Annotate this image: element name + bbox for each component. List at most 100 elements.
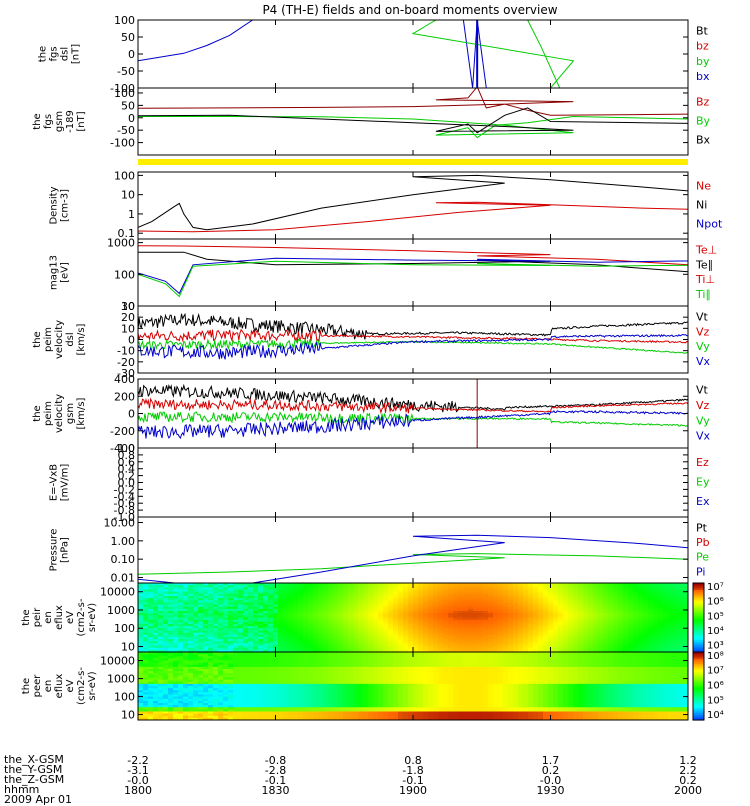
ylabel-line: the <box>38 46 49 62</box>
series-group <box>138 535 750 585</box>
legend-label: Pb <box>696 536 710 549</box>
legend-label: Pt <box>696 521 708 534</box>
ytick-label: 100 <box>114 169 135 182</box>
series-group <box>138 314 688 360</box>
ytick-label: 0.10 <box>111 553 136 566</box>
series-group <box>138 175 750 231</box>
panel-efield: 1.00.80.60.40.20.0-0.2-0.4-0.6-0.8-1.0E=… <box>49 442 710 524</box>
ylabel-line: dsl <box>60 47 71 61</box>
chart-title: P4 (TH-E) fields and on-board moments ov… <box>262 3 557 17</box>
legend-label: by <box>696 55 710 68</box>
panel-frame <box>138 88 688 155</box>
legend-label: Vy <box>696 414 710 427</box>
ytick-label: 400 <box>114 373 135 386</box>
ylabel-line: E=-VxB <box>49 464 60 501</box>
legend-label: Vx <box>696 430 711 443</box>
ylabel-line: fgs <box>43 114 54 129</box>
ytick-label: 50 <box>121 31 135 44</box>
ylabel-line: the <box>32 331 43 347</box>
ytick-label: 100 <box>114 14 135 27</box>
heatmap-cells <box>138 583 689 653</box>
series-group <box>138 87 750 138</box>
ylabel-line: eV <box>65 611 76 624</box>
series-group <box>138 246 750 297</box>
legend-label: Vt <box>696 310 709 323</box>
series-Vz <box>138 399 688 413</box>
ylabel-line: [eV] <box>60 262 71 283</box>
legend-label: Vz <box>696 399 710 412</box>
series-Pi <box>138 535 750 585</box>
legend-label: Bz <box>696 95 710 108</box>
ytick-label: 0 <box>128 112 135 125</box>
ylabel-line: dsl <box>65 332 76 346</box>
legend-label: Ni <box>696 199 707 212</box>
ylabel-line: the <box>32 113 43 129</box>
legend-label: bx <box>696 70 710 83</box>
ytick-label: 10.00 <box>104 517 136 530</box>
ylabel-line: velocity <box>54 320 65 359</box>
ylabel-line: -189 <box>65 110 76 133</box>
ytick-label: 10 <box>121 189 135 202</box>
panel-frame <box>138 239 688 306</box>
ytick-label: -50 <box>117 65 135 78</box>
colorbar-label: 10⁴ <box>707 626 724 637</box>
series-by <box>413 20 573 88</box>
legend-label: Te⊥ <box>695 243 717 256</box>
legend-label: Ez <box>696 456 709 469</box>
ytick-label: 200 <box>114 390 135 403</box>
legend-label: Bt <box>696 25 709 38</box>
ytick-label: 100 <box>114 268 135 281</box>
ylabel-line: peir <box>32 607 43 627</box>
ylabel-line: [nPa] <box>60 537 71 563</box>
series-Vy <box>138 412 688 426</box>
legend-label: Pi <box>696 565 705 578</box>
ylabel-line: Pressure <box>49 529 60 572</box>
ylabel-line: Density <box>49 186 60 224</box>
ylabel-line: the <box>21 609 32 625</box>
ylabel-line: en <box>43 611 54 624</box>
ytick-label: 0 <box>128 408 135 421</box>
ylabel-line: peim <box>43 327 54 352</box>
ytick-label: 10 <box>121 641 135 654</box>
ytick-label: 100 <box>114 87 135 100</box>
panel-frame <box>138 448 688 517</box>
ylabel-line: peim <box>43 401 54 426</box>
ylabel-line: [mV/m] <box>60 464 71 502</box>
series-group <box>138 379 688 448</box>
legend-label: Ey <box>696 476 710 489</box>
legend-label: Te∥ <box>695 258 713 271</box>
series-Bz <box>138 87 750 116</box>
legend-label: By <box>696 115 711 128</box>
panel-frame <box>138 20 688 88</box>
ylabel-line: [cm-3] <box>60 189 71 222</box>
series-Vx <box>138 411 688 439</box>
ylabel-line: fgs <box>49 46 60 61</box>
legend-label: Vz <box>696 325 710 338</box>
ytick-label: 1 <box>128 208 135 221</box>
ylabel-line: [km/s] <box>76 397 87 429</box>
ylabel-line: [nT] <box>76 111 87 131</box>
legend-label: Ex <box>696 495 710 508</box>
ytick-label: 0 <box>128 48 135 61</box>
legend-label: Bx <box>696 134 711 147</box>
series-Ti∥ <box>138 261 734 296</box>
ylabel-line: velocity <box>54 394 65 433</box>
legend-label: Npot <box>696 218 723 231</box>
ylabel-line: sr-eV) <box>87 603 98 632</box>
ylabel-line: [nT] <box>71 44 82 64</box>
ytick-label: 50 <box>121 99 135 112</box>
legend-label: Ne <box>696 179 711 192</box>
ytick-label: 1000 <box>107 237 135 250</box>
ytick-label: 1000 <box>107 604 135 617</box>
series-By <box>138 114 750 138</box>
